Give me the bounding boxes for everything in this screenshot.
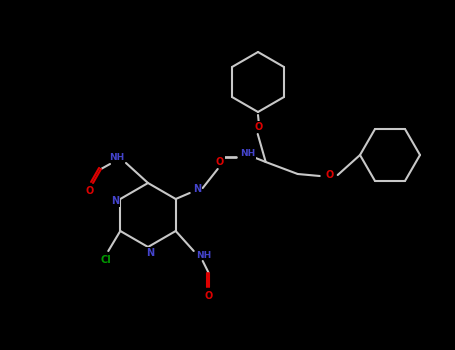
Text: NH: NH: [196, 251, 211, 259]
Text: O: O: [86, 186, 94, 196]
Text: O: O: [216, 157, 224, 167]
Text: O: O: [255, 122, 263, 132]
Text: O: O: [205, 291, 213, 301]
Text: NH: NH: [240, 149, 255, 159]
Text: NH: NH: [109, 154, 125, 162]
Text: N: N: [146, 248, 154, 258]
Text: O: O: [326, 170, 334, 180]
Text: N: N: [192, 184, 201, 194]
Text: Cl: Cl: [101, 255, 111, 265]
Text: N: N: [111, 196, 119, 206]
